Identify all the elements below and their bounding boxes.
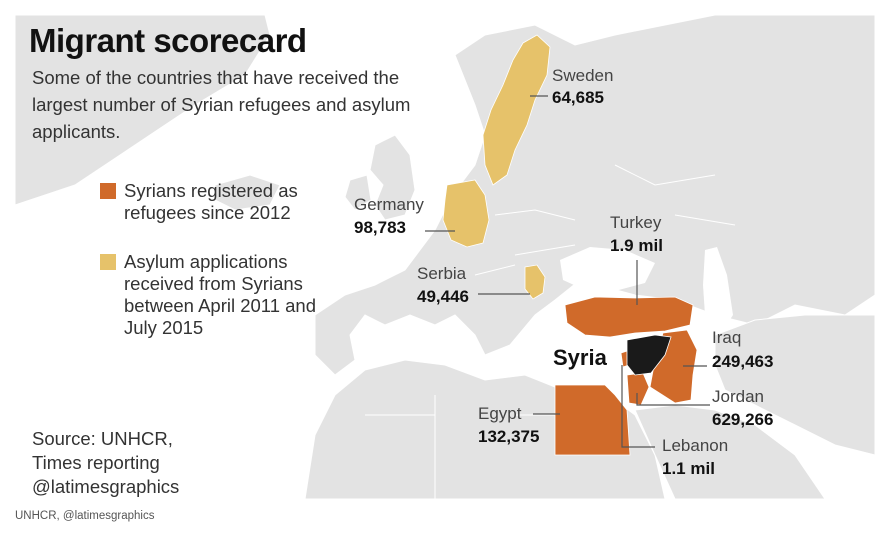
landmass-uk <box>369 134 416 221</box>
country-egypt-shape <box>554 384 631 456</box>
source-line-2: Times reporting <box>32 452 160 473</box>
country-sweden-shape <box>482 34 551 186</box>
sea-black <box>560 247 655 291</box>
label-lebanon-value: 1.1 mil <box>662 459 715 478</box>
landmass-iceland <box>214 174 281 211</box>
landmass-arabia <box>634 404 826 499</box>
source-line-1: Source: UNHCR, <box>32 428 173 449</box>
label-germany-value: 98,783 <box>354 218 406 237</box>
landmass-greenland <box>15 15 271 206</box>
label-egypt-name: Egypt <box>478 404 522 423</box>
country-serbia-shape <box>524 264 546 300</box>
country-syria-shape <box>626 334 672 376</box>
label-serbia-value: 49,446 <box>417 287 469 306</box>
map <box>15 15 875 499</box>
label-sweden-value: 64,685 <box>552 88 604 107</box>
label-iraq-name: Iraq <box>712 328 742 347</box>
legend-item-refugees: Syrians registered as refugees since 201… <box>100 180 334 224</box>
label-turkey-name: Turkey <box>610 213 662 232</box>
label-iraq-value: 249,463 <box>712 352 774 371</box>
label-egypt-value: 132,375 <box>478 427 540 446</box>
label-turkey-value: 1.9 mil <box>610 236 663 255</box>
label-sweden-name: Sweden <box>552 66 614 85</box>
country-turkey-shape <box>564 296 694 338</box>
source-line-3: @latimesgraphics <box>32 476 180 497</box>
legend-item-asylum: Asylum applications received from Syrian… <box>100 251 339 339</box>
legend-swatch-asylum <box>100 254 116 270</box>
country-jordan-shape <box>626 372 650 406</box>
legend-label-asylum: Asylum applications received from Syrian… <box>124 251 317 338</box>
country-germany-shape <box>442 179 490 248</box>
label-syria: Syria <box>553 345 607 370</box>
subtitle: Some of the countries that have received… <box>32 67 411 142</box>
label-jordan-name: Jordan <box>712 387 764 406</box>
leader-jordan <box>636 393 710 406</box>
legend-swatch-refugees <box>100 183 116 199</box>
borders <box>365 164 736 499</box>
legend-label-refugees: Syrians registered as refugees since 201… <box>124 180 298 223</box>
map-frame <box>15 15 875 499</box>
label-jordan-value: 629,266 <box>712 410 774 429</box>
label-lebanon-name: Lebanon <box>662 436 729 455</box>
label-germany-name: Germany <box>354 195 424 214</box>
label-serbia-name: Serbia <box>417 264 467 283</box>
landmass-ireland <box>344 174 372 211</box>
leader-lebanon <box>621 365 655 448</box>
landmass-iran <box>714 314 875 456</box>
source-note: Source: UNHCR, Times reporting @latimesg… <box>32 427 232 499</box>
landmass-eurasia <box>314 15 875 376</box>
landmass-africa <box>304 359 666 499</box>
image-credit: UNHCR, @latimesgraphics <box>15 510 155 522</box>
sea-caspian <box>703 247 733 335</box>
page-title: Migrant scorecard <box>29 22 307 59</box>
